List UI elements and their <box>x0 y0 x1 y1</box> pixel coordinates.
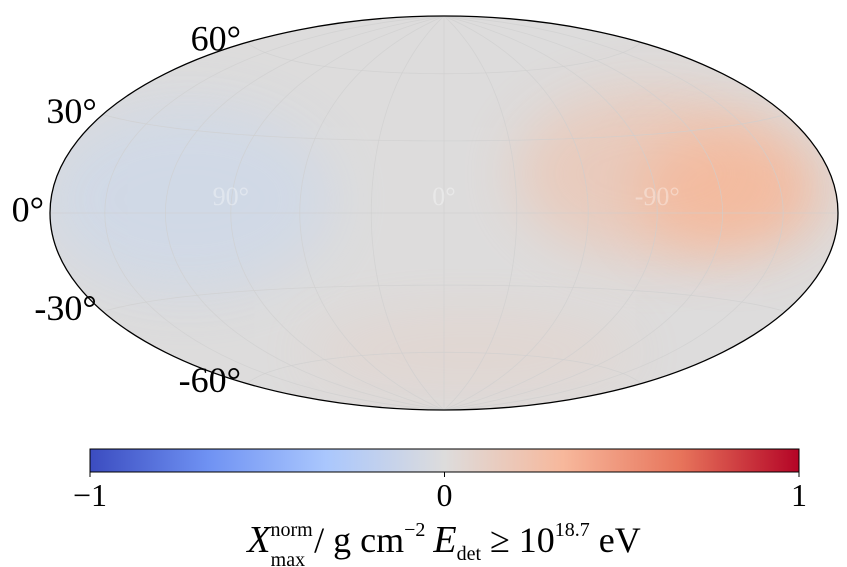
longitude-label: 90° <box>213 182 249 211</box>
colorbar-label: Xnorm max / g cm−2 Edet ≥ 1018.7 eV <box>245 519 641 567</box>
latitude-label: -30° <box>34 288 96 328</box>
latitude-label: 60° <box>191 19 241 59</box>
label-unit: / g cm <box>305 520 404 560</box>
longitude-labels: 90° 0° -90° <box>213 182 680 211</box>
colorbar-tick-label: 1 <box>791 477 807 513</box>
colorbar-gradient <box>89 448 800 473</box>
longitude-label: -90° <box>635 182 680 211</box>
latitude-label: 30° <box>46 91 96 131</box>
label-unit-exp: −2 <box>404 519 425 541</box>
latitude-labels: 60° 30° 0° -30° -60° <box>12 19 241 400</box>
label-energy-exp: 18.7 <box>555 519 590 541</box>
colorbar-ticks: −1 0 1 <box>73 472 807 513</box>
parallel-line <box>246 351 642 384</box>
sky-outline <box>49 15 839 411</box>
label-relation: ≥ 10 <box>481 520 555 560</box>
colorbar-tick-label: −1 <box>73 477 107 513</box>
label-energy-symbol: E <box>432 519 456 561</box>
label-sub: max <box>271 549 305 567</box>
latitude-label: -60° <box>179 360 241 400</box>
cold-spot-blob <box>50 105 334 293</box>
parallel-line <box>102 114 786 142</box>
sky-map: 90° 0° -90° <box>49 15 839 411</box>
parallel-line <box>102 284 786 312</box>
parallel-line <box>246 42 642 75</box>
graticule <box>50 16 838 410</box>
label-sup: norm <box>270 519 313 541</box>
colorbar-tick-label: 0 <box>437 477 453 513</box>
label-symbol: X <box>245 519 272 561</box>
colorbar: −1 0 1 Xnorm max / g cm−2 Edet ≥ 1018.7 eV <box>73 448 807 567</box>
longitude-label: 0° <box>432 182 455 211</box>
label-energy-unit: eV <box>590 520 641 560</box>
label-energy-sub: det <box>457 543 482 565</box>
latitude-label: 0° <box>12 189 44 229</box>
